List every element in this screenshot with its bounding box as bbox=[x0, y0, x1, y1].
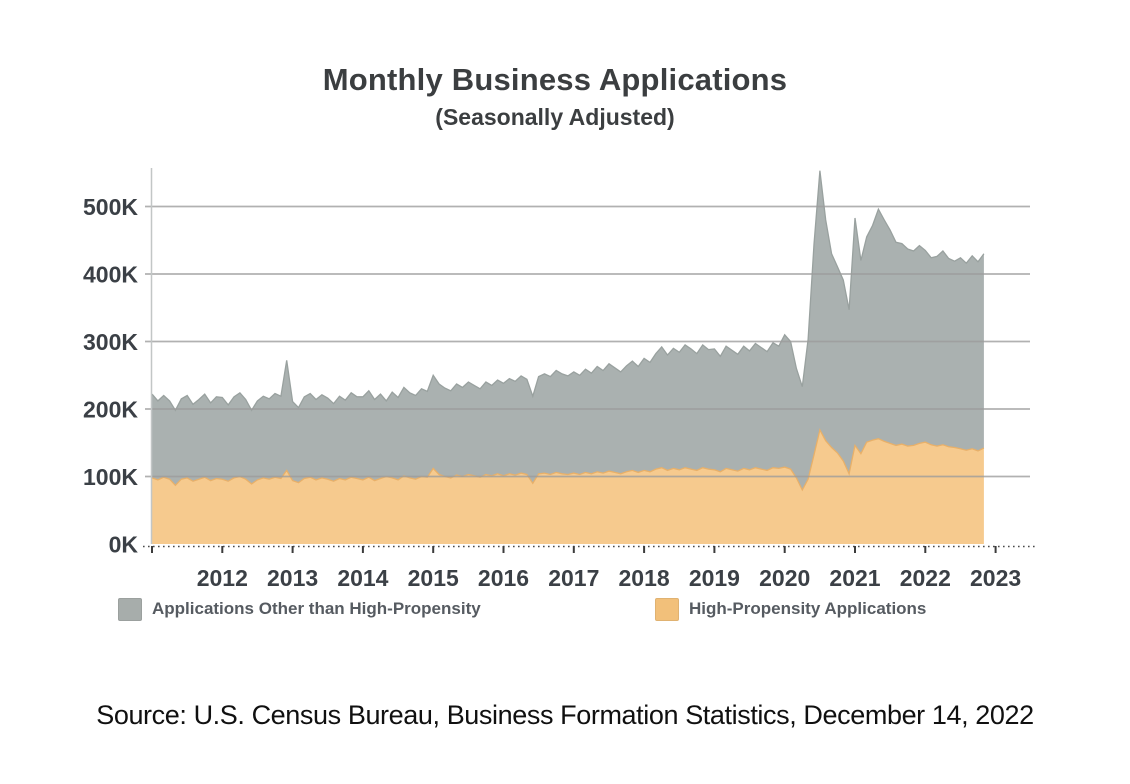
legend-label: Applications Other than High-Propensity bbox=[152, 599, 481, 618]
source-note: Source: U.S. Census Bureau, Business For… bbox=[96, 700, 1034, 730]
x-axis-tick-label: 2021 bbox=[829, 565, 880, 591]
y-axis-tick-label: 300K bbox=[83, 329, 138, 355]
legend-label: High-Propensity Applications bbox=[689, 599, 927, 618]
legend-item-high-propensity: High-Propensity Applications bbox=[655, 597, 926, 621]
x-axis-tick-label: 2022 bbox=[900, 565, 951, 591]
y-axis-tick-label: 100K bbox=[83, 464, 138, 490]
y-axis-tick-label: 500K bbox=[83, 194, 138, 220]
legend-swatch bbox=[655, 597, 679, 621]
x-axis-tick-label: 2015 bbox=[408, 565, 459, 591]
legend-item-other: Applications Other than High-Propensity bbox=[118, 597, 481, 621]
area-other-edge bbox=[151, 170, 985, 412]
chart-subtitle: (Seasonally Adjusted) bbox=[435, 104, 675, 130]
x-axis-tick-label: 2018 bbox=[619, 565, 670, 591]
chart-svg: 0K 100K 200K 300K 400K 500K 2012 2013 2014 2015 20… bbox=[83, 168, 1035, 591]
x-axis-tick-label: 2017 bbox=[548, 565, 599, 591]
x-axis-tick-label: 2014 bbox=[337, 565, 388, 591]
x-axis-tick-label: 2023 bbox=[970, 565, 1021, 591]
x-axis-tick-label: 2013 bbox=[267, 565, 318, 591]
chart-header: Monthly Business Applications (Seasonall… bbox=[0, 62, 1110, 131]
area-high-propensity bbox=[152, 429, 984, 544]
chart-title: Monthly Business Applications bbox=[322, 62, 788, 97]
x-axis-tick-label: 2019 bbox=[689, 565, 740, 591]
y-axis-tick-label: 0K bbox=[109, 532, 139, 558]
area-other-than-high-propensity bbox=[152, 170, 984, 490]
y-axis-tick-label: 200K bbox=[83, 397, 138, 423]
x-axis-tick-label: 2012 bbox=[197, 565, 248, 591]
y-axis-tick-label: 400K bbox=[83, 262, 138, 288]
x-axis-tick-label: 2016 bbox=[478, 565, 529, 591]
x-axis-tick-label: 2020 bbox=[759, 565, 810, 591]
legend-swatch bbox=[118, 597, 142, 621]
